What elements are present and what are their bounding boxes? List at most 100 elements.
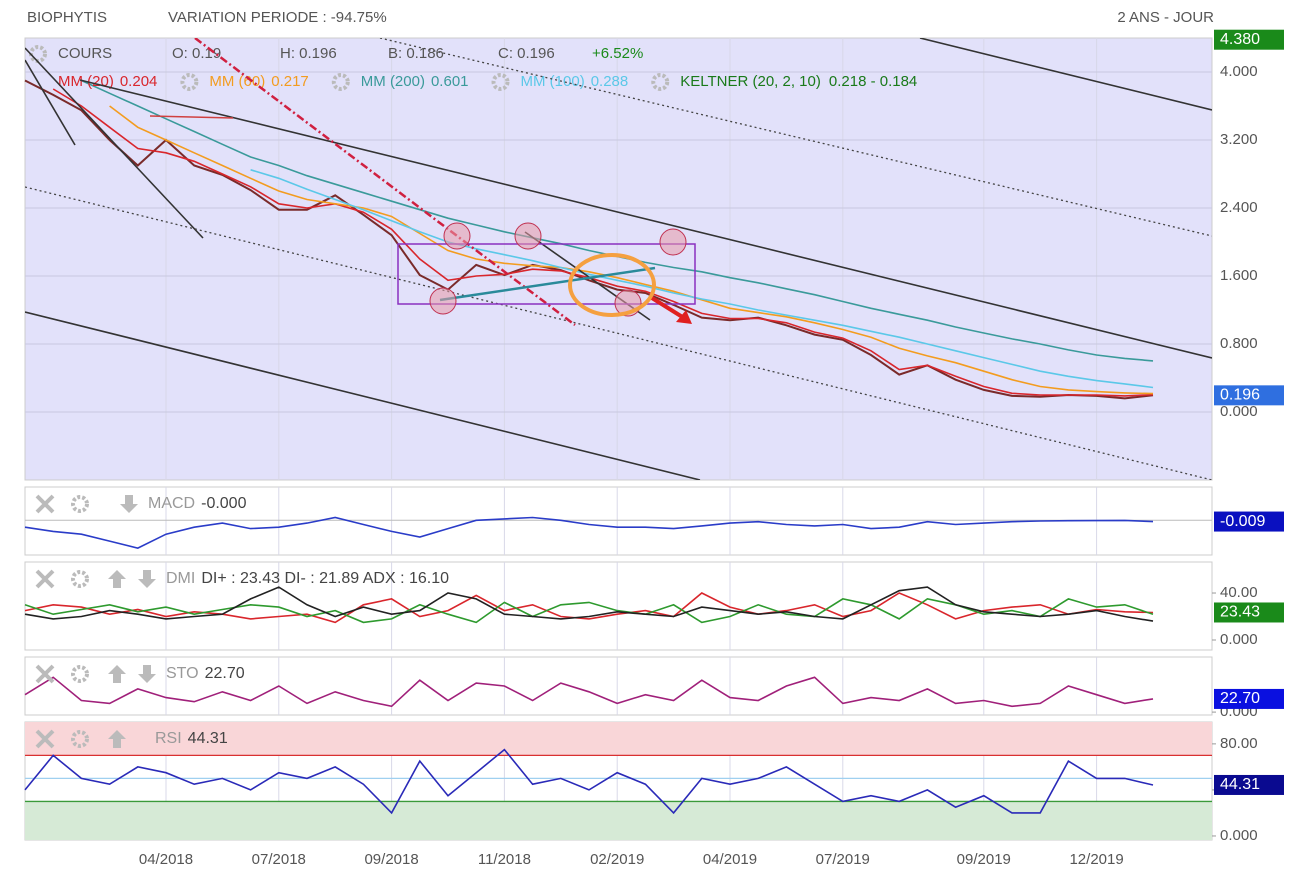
legend-value: 0.601 <box>431 73 469 90</box>
icon-close <box>35 569 55 589</box>
panel-title: DMI <box>166 570 195 587</box>
y-tick-label: 1.600 <box>1220 267 1258 284</box>
panel-icon <box>35 569 55 589</box>
panel-icon <box>108 665 126 683</box>
series-line <box>109 105 1154 395</box>
drawings <box>25 38 1212 480</box>
value-box-label: 23.43 <box>1220 604 1260 621</box>
x-tick-label: 02/2019 <box>590 851 644 868</box>
icon-gear <box>71 495 89 513</box>
legend-entry: MM (60) <box>209 73 265 90</box>
variation: VARIATION PERIODE : -94.75% <box>168 9 387 26</box>
x-tick-label: 04/2018 <box>139 851 193 868</box>
legend-entry: MM (200) <box>361 73 425 90</box>
value-box-label: -0.009 <box>1220 513 1265 530</box>
panel-title: MACD <box>148 495 195 512</box>
panel-icon <box>120 495 138 513</box>
x-tick-label: 07/2018 <box>252 851 306 868</box>
x-tick-label: 12/2019 <box>1069 851 1123 868</box>
icon-down <box>120 495 138 513</box>
x-tick-label: 09/2019 <box>957 851 1011 868</box>
panel-icon <box>651 73 670 91</box>
icon-gear <box>71 570 89 588</box>
x-tick-label: 11/2018 <box>478 851 531 868</box>
panel-icon <box>71 570 89 588</box>
y-tick-label: 0.000 <box>1220 403 1258 420</box>
dmi-plot <box>24 561 1213 651</box>
panel-icon <box>491 73 510 91</box>
panel-icon <box>331 73 350 91</box>
icon-up <box>108 730 126 748</box>
zone-over <box>25 722 1212 756</box>
panel-title: STO <box>166 665 199 682</box>
stock-name: BIOPHYTIS <box>27 9 107 26</box>
quote-value: +6.52% <box>592 45 643 62</box>
sto-plot <box>24 656 1213 716</box>
value-box <box>1214 511 1284 532</box>
panel-icon <box>35 729 55 749</box>
legend-entry: MM (100) <box>521 73 585 90</box>
y-tick-label: 2.400 <box>1220 199 1258 216</box>
panel-icon <box>180 73 199 91</box>
value-box <box>1214 774 1284 795</box>
y-tick-label: 0.000 <box>1220 827 1258 844</box>
legend-value: 0.217 <box>271 73 309 90</box>
panel-icon <box>138 570 156 588</box>
panel-icon <box>71 495 89 513</box>
period: 2 ANS - JOUR <box>1117 9 1214 26</box>
series-line <box>24 586 1154 622</box>
icon-close <box>35 729 55 749</box>
icon-close <box>35 494 55 514</box>
legend-entry: KELTNER (20, 2, 10) <box>680 73 821 90</box>
value-box <box>1214 385 1284 406</box>
value-box-label: 0.196 <box>1220 387 1260 404</box>
value-box-label: 22.70 <box>1220 690 1260 707</box>
series-line <box>24 516 1154 549</box>
panel-icon <box>108 730 126 748</box>
main-plot <box>24 37 1213 481</box>
panel-icon <box>71 665 89 683</box>
panel-title: RSI <box>155 730 182 747</box>
x-tick-label: 04/2019 <box>703 851 757 868</box>
value-box-label: 44.31 <box>1220 776 1260 793</box>
y-tick-label: 40.00 <box>1220 584 1258 601</box>
y-tick-label: 4.000 <box>1220 63 1258 80</box>
icon-gear <box>651 73 670 91</box>
value-box <box>1214 688 1284 709</box>
series-line <box>24 79 1154 400</box>
icon-gear <box>331 73 350 91</box>
series-line <box>52 88 1154 397</box>
y-tick-label: 80.00 <box>1220 735 1258 752</box>
legend-value: 0.288 <box>591 73 629 90</box>
panel-value: 22.70 <box>205 665 245 682</box>
value-box <box>1214 602 1284 623</box>
series-line <box>24 748 1154 815</box>
series-line <box>24 676 1154 708</box>
y-tick-label: 0.000 <box>1220 631 1258 648</box>
quote-value: B: 0.186 <box>388 45 444 62</box>
series-line <box>24 592 1154 624</box>
x-tick-label: 09/2018 <box>364 851 418 868</box>
quote-value: O: 0.19 <box>172 45 221 62</box>
icon-gear <box>71 730 89 748</box>
icon-down <box>138 665 156 683</box>
icon-gear <box>71 665 89 683</box>
value-box <box>1214 29 1284 50</box>
zone-under <box>25 801 1212 840</box>
layers: 04/2018 07/2018 09/2018 11/2018 02/2019 04/20… <box>24 29 1284 868</box>
y-tick-label: 0.800 <box>1220 335 1258 352</box>
y-tick-label: 3.200 <box>1220 131 1258 148</box>
legend-entry: COURS <box>58 45 112 62</box>
panel-icon <box>35 664 55 684</box>
icon-close <box>35 664 55 684</box>
panel-icon <box>138 665 156 683</box>
panel-icon <box>35 494 55 514</box>
panel-icon <box>71 730 89 748</box>
icon-gear <box>491 73 510 91</box>
panel-value: -0.000 <box>201 495 246 512</box>
icon-down <box>138 570 156 588</box>
icon-gear <box>180 73 199 91</box>
panel-value: DI+ : 23.43 DI- : 21.89 ADX : 16.10 <box>201 570 449 587</box>
panel-icon <box>108 570 126 588</box>
